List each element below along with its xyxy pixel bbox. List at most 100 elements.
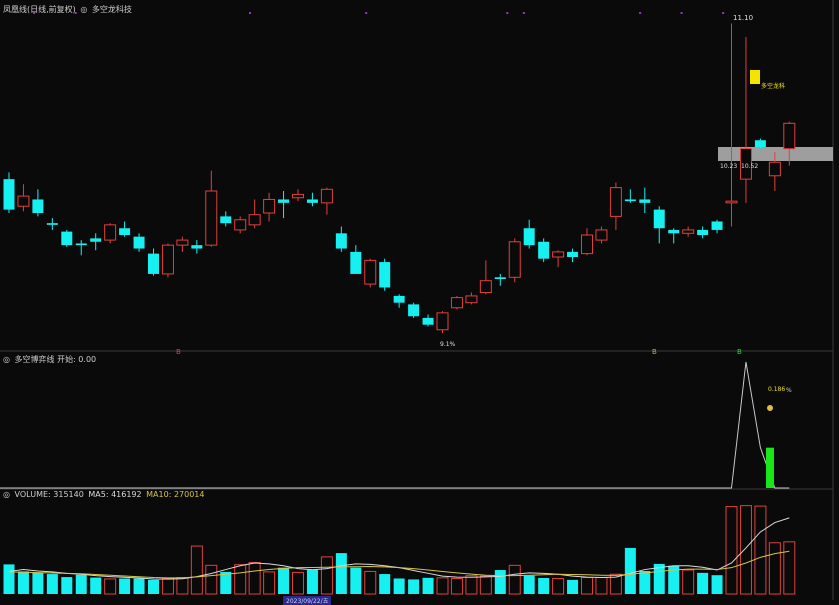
gear-icon[interactable]: ◎ (3, 490, 10, 499)
volume-bar-down (523, 575, 535, 594)
volume-bar-down (408, 579, 420, 594)
ma10-line (8, 550, 790, 579)
top-marker (33, 12, 36, 14)
volume-bar-down (148, 579, 159, 594)
candle-up (508, 241, 521, 278)
resistance-band (718, 147, 833, 161)
signal-mark: B (737, 348, 742, 356)
volume-bar-up (234, 564, 247, 595)
candle-down (639, 199, 651, 203)
volume-bar-down (75, 574, 87, 594)
ma10-label: MA10: 270014 (146, 490, 205, 499)
ma5-label: MA5: 416192 (88, 490, 142, 499)
volume-bar-down (639, 570, 651, 594)
top-marker (639, 12, 642, 14)
band-right-label: 10.52 (741, 163, 758, 170)
candle-down (278, 199, 290, 203)
candle-down (408, 304, 420, 317)
candle-up (104, 224, 117, 241)
volume-bar-down (119, 578, 131, 594)
volume-bar-up (739, 505, 752, 595)
date-label: 2023/09/22/五 (286, 598, 329, 605)
top-marker (249, 12, 251, 14)
top-marker (680, 12, 683, 14)
signal-mark: B (176, 348, 181, 356)
candle-up (263, 198, 276, 214)
candle-down (148, 253, 159, 274)
gear-icon[interactable]: ◎ (3, 355, 10, 364)
volume-bar-up (682, 569, 695, 595)
candle-down (538, 241, 550, 259)
indicator-value-label: 0.186 (768, 386, 785, 393)
signal-box (750, 70, 760, 84)
volume-bar-up (783, 541, 796, 595)
indicator-bar (766, 447, 774, 488)
volume-bar-down (567, 579, 579, 594)
candle-down (422, 317, 434, 325)
signal-mark: B (652, 348, 657, 356)
gear-icon[interactable]: ◎ (80, 5, 88, 14)
volume-bar-down (220, 571, 232, 594)
volume-bar-up (176, 577, 189, 595)
volume-bar-up (263, 571, 276, 595)
volume-bar-up (609, 573, 622, 595)
candle-up (609, 187, 622, 217)
volume-bar-up (364, 570, 377, 595)
volume-bar-down (32, 572, 44, 594)
volume-bar-up (465, 575, 478, 595)
candle-down (523, 228, 535, 246)
candle-down (350, 251, 362, 274)
candle-down (61, 231, 73, 246)
volume-bar-up (581, 577, 593, 595)
candle-down (32, 199, 44, 213)
volume-bar-up (754, 505, 767, 595)
volume-bar-down (624, 547, 636, 594)
candle-up (436, 312, 449, 331)
top-marker (506, 12, 509, 14)
volume-bar-down (61, 577, 73, 594)
sub-header: ◎ 多空博弈线 开始: 0.00 (3, 354, 98, 365)
candle-down (697, 229, 709, 235)
volume-bar-up (248, 562, 261, 595)
candle-up (479, 280, 492, 294)
candle-down (653, 209, 665, 229)
candle-down (306, 199, 318, 203)
top-marker (74, 12, 77, 14)
candle-up (176, 239, 189, 246)
volume-label: VOLUME: 315140 (14, 490, 84, 499)
volume-bar-up (436, 577, 449, 595)
candle-up (595, 229, 608, 241)
volume-bar-down (711, 575, 723, 594)
price-title: 凤凰线(日线,前复权) (3, 5, 76, 14)
candle-down (754, 140, 766, 147)
volume-bar-down (278, 567, 290, 594)
candle-down (46, 223, 58, 225)
candle-up (17, 195, 30, 207)
volume-bar-down (3, 564, 15, 594)
volume-bar-up (508, 564, 521, 595)
candle-down (668, 229, 680, 234)
volume-bar-down (697, 572, 709, 594)
candle-up (682, 229, 695, 234)
signal-label: 多空龙科 (761, 82, 785, 90)
volume-bar-up (320, 556, 333, 595)
volume-bar-up (190, 545, 203, 595)
candle-up (320, 188, 333, 204)
volume-bar-down (133, 578, 145, 594)
volume-bar-up (205, 564, 218, 595)
candle-down (624, 199, 636, 202)
candle-up (161, 244, 174, 275)
volume-bar-up (161, 577, 174, 595)
candle-down (494, 277, 506, 279)
candle-up (552, 251, 565, 258)
top-marker (722, 12, 725, 14)
candle-up (364, 259, 377, 285)
candle-up (234, 219, 247, 231)
volume-bar-down (46, 574, 58, 594)
candle-down (711, 221, 723, 230)
candle-down (90, 238, 102, 242)
top-marker (522, 12, 525, 14)
indicator-unit-label: % (786, 387, 792, 394)
indicator-dot (767, 405, 773, 411)
